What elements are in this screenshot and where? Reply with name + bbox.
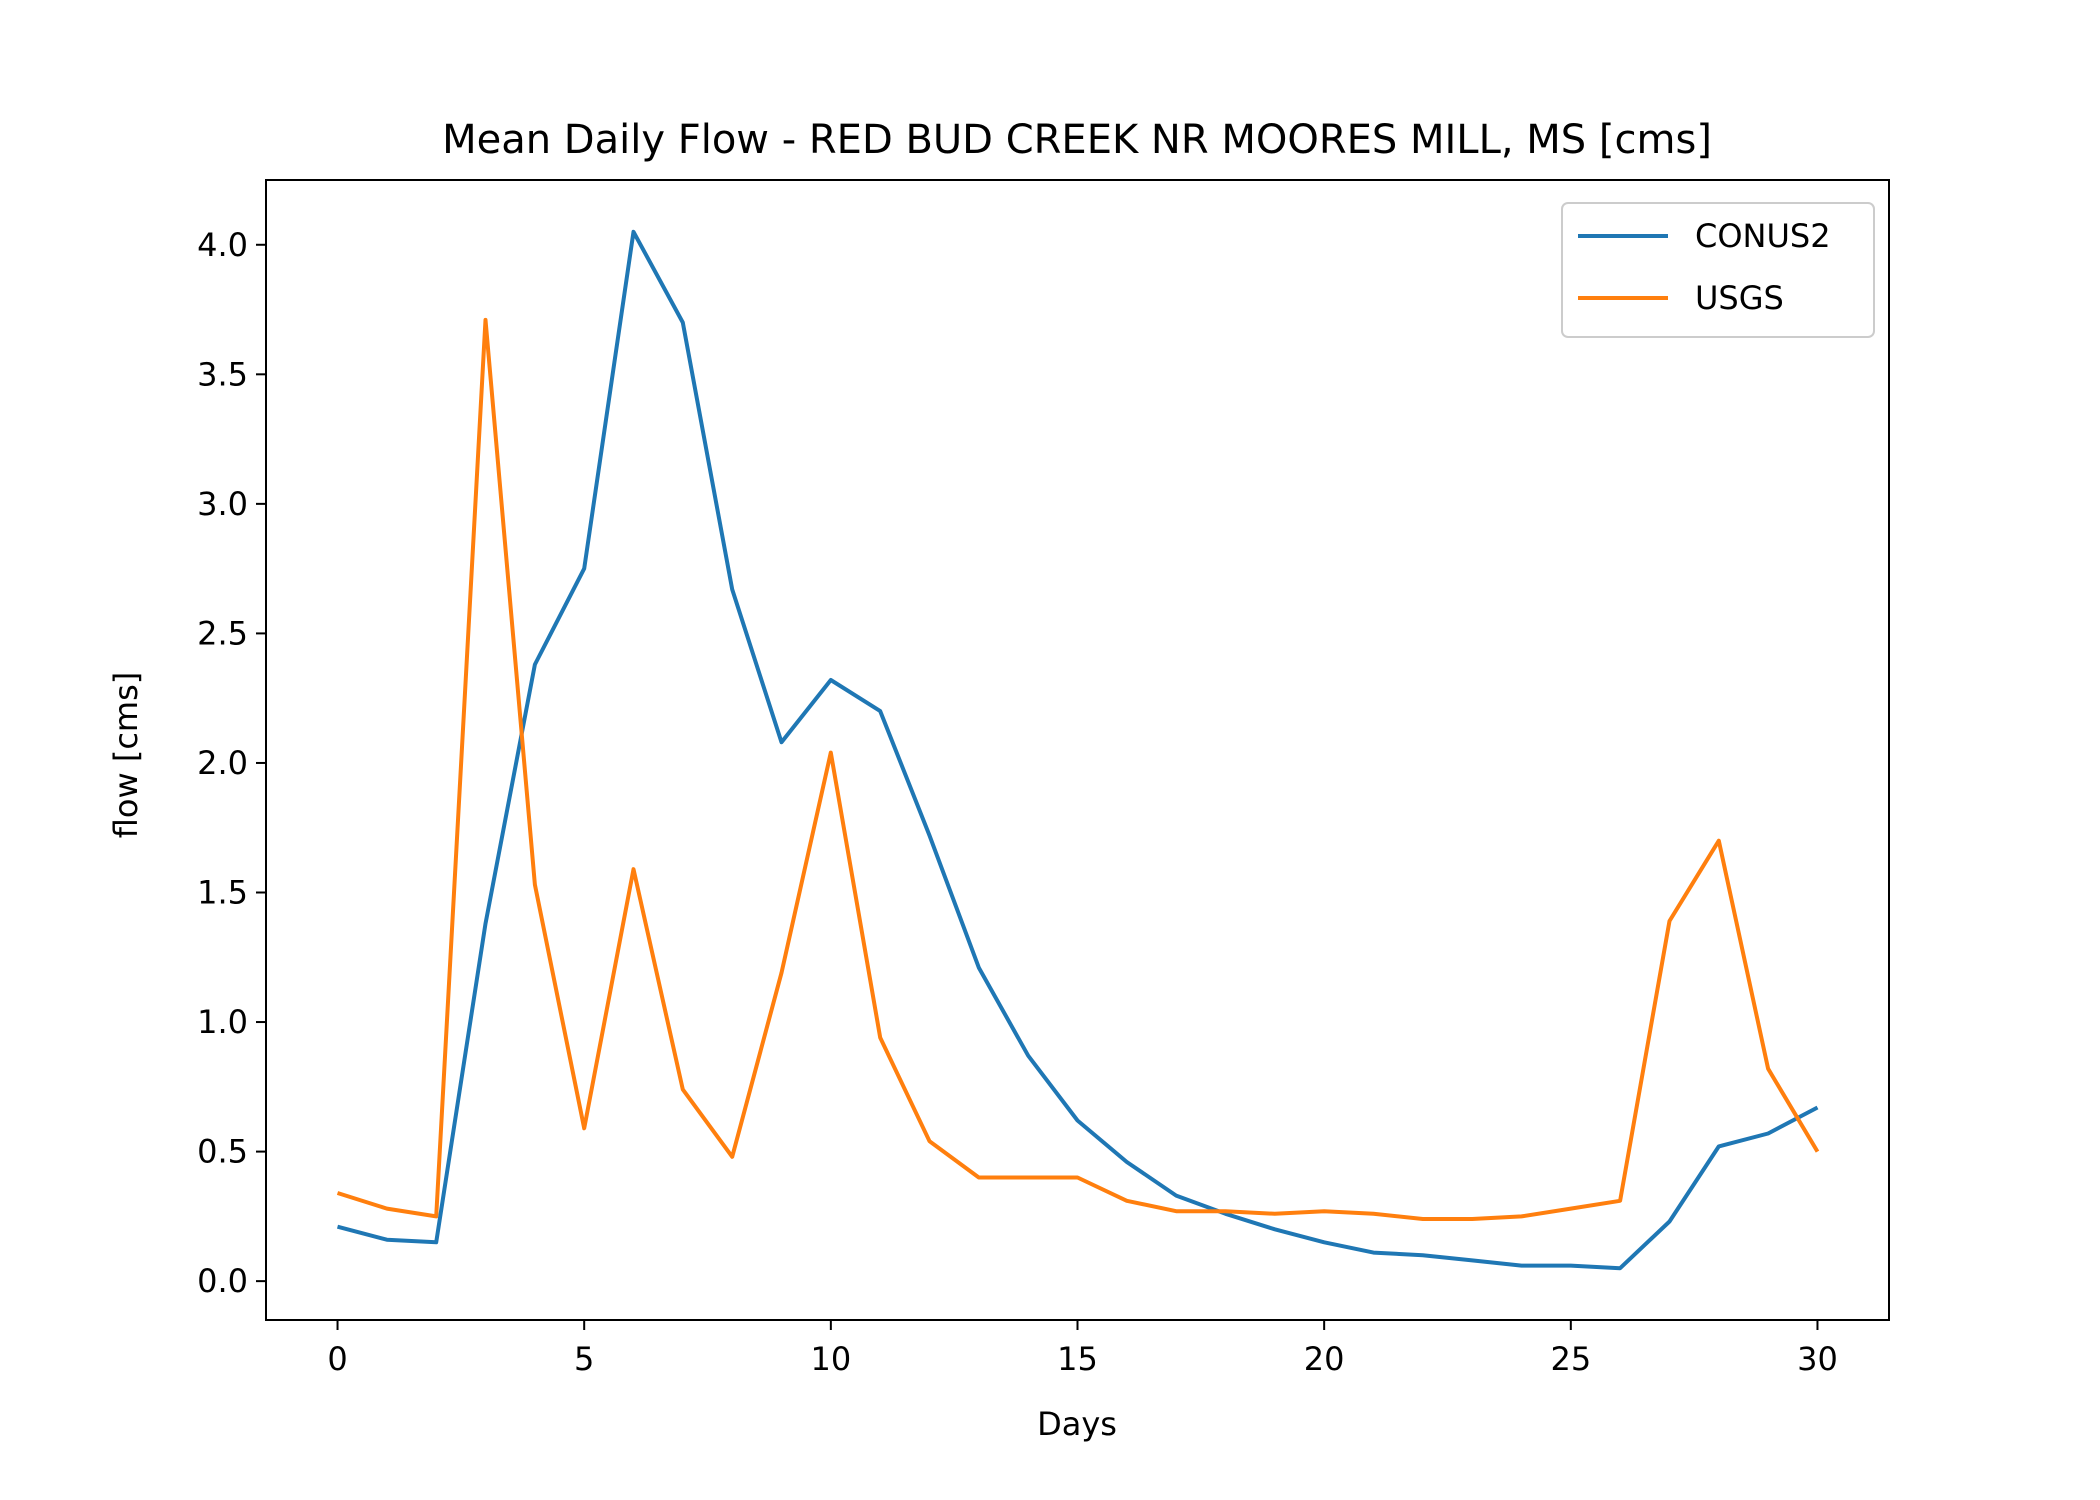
y-tick-label: 1.0: [197, 1003, 248, 1041]
chart-title: Mean Daily Flow - RED BUD CREEK NR MOORE…: [442, 117, 1712, 163]
plot-frame: [265, 179, 1890, 1321]
series-line-usgs: [336, 317, 1820, 1221]
x-tick-label: 20: [1304, 1340, 1345, 1378]
y-axis-label: flow [cms]: [107, 672, 145, 838]
series-line-conus2: [336, 229, 1819, 1271]
axis-ticks: 0 5 10 15 20 25 30 0.0 0.5 1.0 1.5 2.0 2.5 3.0 3.5 4.0: [197, 226, 1838, 1378]
x-tick-label: 25: [1550, 1340, 1591, 1378]
legend-label: CONUS2: [1695, 217, 1831, 255]
y-tick-label: 0.0: [197, 1262, 248, 1300]
legend-label: USGS: [1695, 279, 1784, 317]
legend: CONUS2 USGS: [1561, 202, 1875, 338]
y-tick-label: 1.5: [197, 874, 248, 912]
y-tick-label: 2.5: [197, 614, 248, 652]
plot-lines: [336, 229, 1820, 1271]
x-tick-label: 30: [1797, 1340, 1838, 1378]
y-tick-label: 2.0: [197, 744, 248, 782]
y-tick-label: 4.0: [197, 226, 248, 264]
x-tick-label: 5: [574, 1340, 594, 1378]
x-axis-label: Days: [1037, 1405, 1117, 1443]
y-tick-label: 3.5: [197, 355, 248, 393]
y-tick-label: 3.0: [197, 485, 248, 523]
x-tick-label: 10: [810, 1340, 851, 1378]
y-tick-label: 0.5: [197, 1133, 248, 1171]
x-tick-label: 15: [1057, 1340, 1098, 1378]
x-tick-label: 0: [327, 1340, 347, 1378]
